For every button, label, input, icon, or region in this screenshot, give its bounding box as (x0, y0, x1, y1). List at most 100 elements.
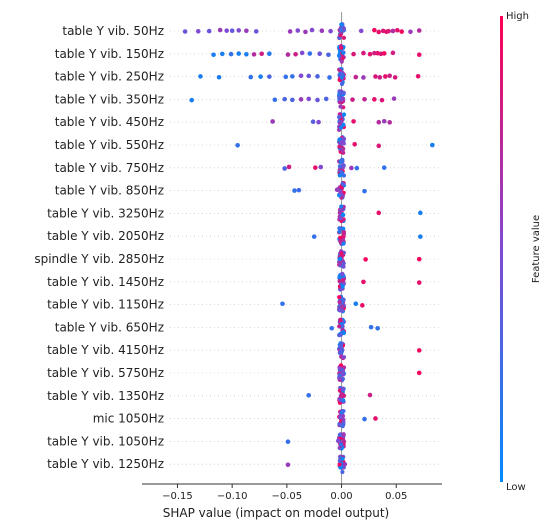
zero-cluster-point (341, 241, 346, 246)
zero-cluster-point (341, 146, 346, 152)
zero-cluster-point (341, 330, 346, 335)
zero-cluster-point (338, 465, 343, 470)
zero-cluster-point (338, 215, 344, 221)
shap-point (390, 28, 396, 34)
shap-point (316, 119, 321, 125)
shap-point (352, 141, 357, 147)
zero-cluster-point (337, 388, 342, 393)
shap-point (334, 187, 340, 192)
feature-label: table Y vib. 1050Hz (47, 434, 164, 448)
zero-cluster-point (341, 212, 346, 218)
zero-cluster-point (340, 469, 345, 475)
shap-point (287, 29, 293, 34)
shap-point (351, 119, 356, 124)
shap-point (328, 28, 333, 34)
zero-cluster-point (340, 369, 346, 374)
zero-cluster-point (339, 45, 344, 50)
shap-point (390, 50, 396, 56)
shap-point (298, 73, 304, 79)
shap-point (319, 28, 325, 34)
zero-cluster-point (340, 376, 346, 382)
shap-point (312, 165, 318, 170)
zero-cluster-point (341, 90, 346, 95)
shap-point (244, 28, 249, 34)
zero-cluster-point (338, 33, 343, 38)
feature-label: table Y vib. 850Hz (55, 184, 164, 198)
shap-point (418, 234, 423, 239)
zero-cluster-point (338, 256, 343, 261)
shap-point (306, 96, 312, 102)
x-tick-label: −0.05 (272, 491, 303, 502)
shap-point (296, 187, 302, 193)
feature-label: table Y vib. 1350Hz (47, 389, 164, 403)
shap-point (376, 143, 382, 149)
shap-point (362, 416, 367, 422)
shap-point (372, 50, 377, 56)
shap-point (206, 28, 212, 34)
zero-cluster-point (339, 185, 344, 190)
colorbar-title: Feature value (531, 215, 542, 283)
shap-point (317, 51, 322, 57)
shap-point (293, 51, 298, 57)
data-points (170, 12, 440, 484)
shap-point (386, 28, 391, 34)
shap-point (282, 96, 287, 102)
zero-cluster-point (337, 164, 343, 169)
zero-cluster-point (338, 104, 343, 109)
zero-cluster-point (338, 121, 343, 126)
x-tick-label: 0.00 (330, 491, 352, 502)
colorbar-high-label: High (506, 11, 529, 22)
zero-cluster-point (338, 442, 344, 447)
zero-cluster-point (337, 95, 342, 101)
zero-cluster-point (341, 112, 347, 117)
shap-point (217, 27, 223, 33)
zero-cluster-point (341, 50, 346, 55)
shap-point (323, 96, 329, 102)
shap-point (335, 438, 341, 444)
feature-label: mic 1050Hz (93, 412, 164, 426)
shap-point (272, 97, 278, 103)
zero-cluster-point (338, 397, 343, 402)
shap-point (358, 28, 364, 34)
zero-cluster-point (338, 91, 343, 96)
x-tick-label: −0.10 (217, 491, 248, 502)
x-tick-label: −0.15 (162, 491, 193, 502)
shap-point (418, 210, 423, 216)
colorbar-low-label: Low (506, 482, 526, 493)
shap-point (327, 75, 332, 80)
shap-point (280, 301, 285, 307)
shap-point (311, 234, 317, 239)
shap-point (353, 301, 359, 307)
shap-point (392, 75, 398, 80)
zero-cluster-point (337, 324, 342, 329)
zero-cluster-point (337, 373, 342, 378)
shap-point (381, 118, 387, 124)
shap-point (198, 74, 203, 79)
colorbar-gradient (500, 16, 503, 482)
x-tick-label: 0.05 (385, 491, 407, 502)
feature-label: table Y vib. 1450Hz (47, 275, 164, 289)
shap-point (361, 75, 366, 80)
zero-cluster-point (341, 432, 346, 437)
feature-label: table Y vib. 2050Hz (47, 229, 164, 243)
zero-cluster-point (337, 422, 342, 427)
shap-point (351, 51, 356, 57)
shap-point (229, 28, 235, 34)
zero-cluster-point (337, 462, 342, 467)
zero-cluster-point (337, 144, 342, 149)
zero-cluster-point (341, 408, 346, 414)
shap-point (307, 51, 313, 56)
shap-point (298, 97, 304, 102)
feature-label: table Y vib. 450Hz (55, 115, 164, 129)
shap-point (387, 120, 392, 125)
shap-point (326, 52, 331, 58)
shap-point (376, 210, 382, 216)
shap-point (430, 142, 435, 148)
shap-point (408, 29, 413, 35)
zero-cluster-point (338, 125, 344, 130)
shap-point (376, 29, 382, 35)
zero-cluster-point (338, 344, 344, 349)
shap-point (379, 97, 385, 103)
shap-point (315, 74, 320, 79)
zero-cluster-point (341, 355, 347, 360)
